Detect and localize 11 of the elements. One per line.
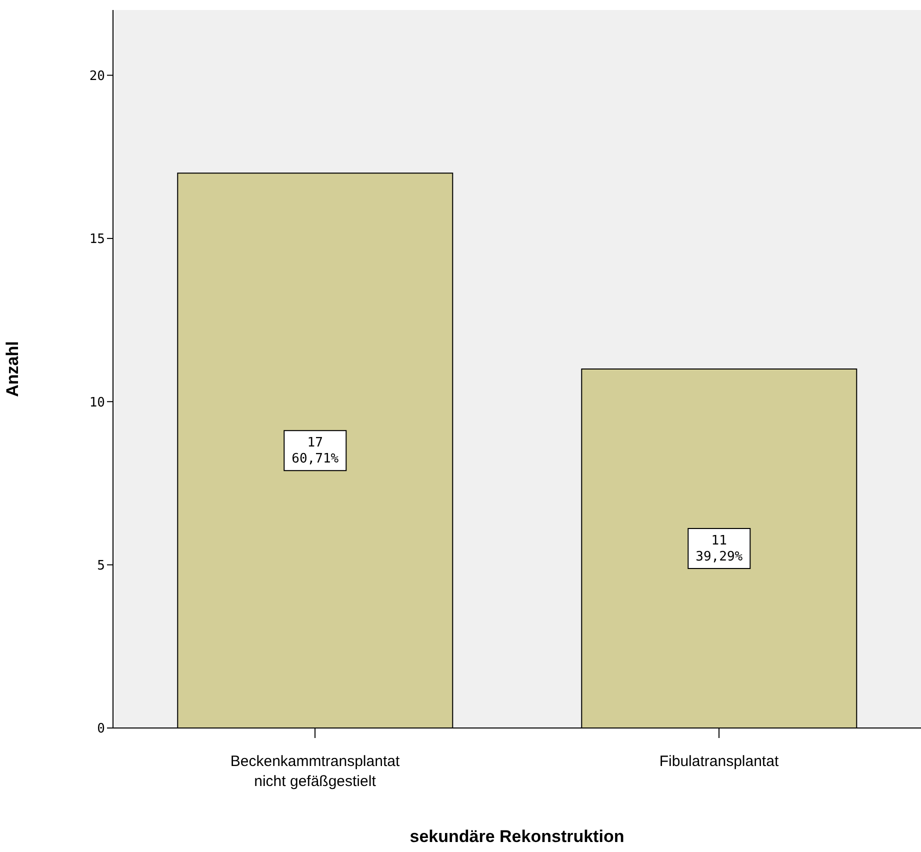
data-label: 17 60,71% [292, 436, 339, 467]
y-tick-label: 15 [89, 232, 105, 248]
y-tick-label: 0 [97, 722, 105, 737]
x-tick-label: Beckenkammtransplantat nicht gefäßgestielt [230, 753, 400, 790]
x-tick-label: Fibulatransplantat [659, 753, 780, 770]
y-tick-label: 5 [97, 558, 105, 574]
y-tick-label: 20 [89, 68, 105, 84]
y-tick-label: 10 [89, 395, 105, 410]
data-label: 11 39,29% [696, 534, 743, 564]
y-axis-title: Anzahl [3, 341, 22, 397]
x-axis-title: sekundäre Rekonstruktion [410, 827, 624, 846]
